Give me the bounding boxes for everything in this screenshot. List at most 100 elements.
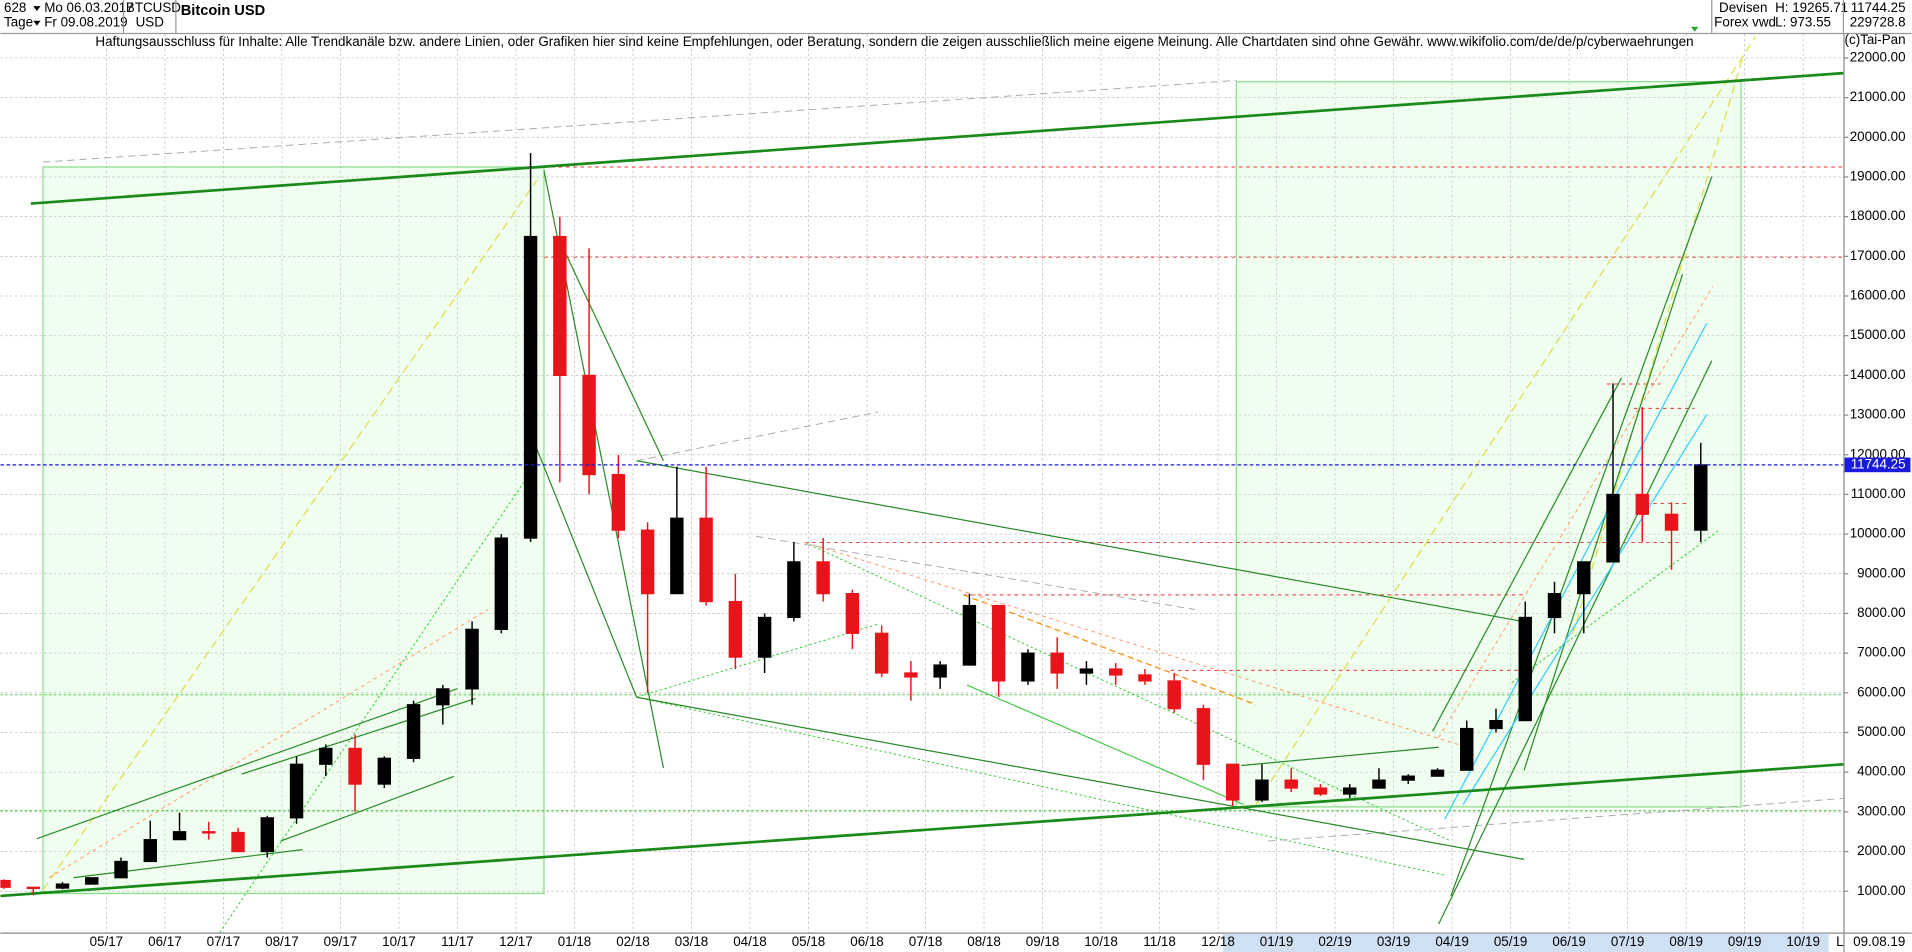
copyright: (c)Tai-Pan — [1845, 32, 1906, 47]
axis-highlight — [1222, 933, 1829, 952]
y-tick-label: 4000.00 — [1857, 764, 1905, 779]
last-price: 11744.25 — [1851, 0, 1906, 15]
candle-body — [289, 763, 304, 819]
trend-lines — [36, 170, 1713, 925]
trend — [1268, 797, 1844, 842]
x-tick-label: 10/17 — [382, 934, 416, 949]
candle-body — [611, 473, 626, 531]
trend — [1255, 36, 1757, 805]
trend — [241, 697, 476, 775]
y-tick-label: 3000.00 — [1857, 803, 1905, 818]
trend — [536, 448, 638, 698]
currency: USD — [136, 15, 165, 30]
x-tick-label: 06/17 — [148, 934, 182, 949]
y-tick-label: 11000.00 — [1851, 486, 1906, 501]
dropdown-arrow[interactable] — [33, 20, 41, 26]
candle-body — [260, 817, 274, 853]
x-tick-label: 01/19 — [1260, 934, 1294, 949]
trend — [219, 462, 538, 933]
candle-body — [1489, 719, 1503, 730]
from-date: Mo 06.03.2017 — [44, 0, 133, 15]
x-tick-label: 03/18 — [675, 934, 709, 949]
candle-body — [757, 616, 772, 658]
y-tick-label: 10000.00 — [1850, 526, 1906, 541]
trend — [636, 696, 1525, 860]
y-tick-label: 2000.00 — [1857, 843, 1905, 858]
chart-id[interactable]: 628 — [4, 0, 26, 15]
trend — [280, 775, 455, 842]
candle-body — [494, 537, 509, 630]
x-tick-label: 02/19 — [1318, 934, 1352, 949]
candle-body — [699, 517, 713, 603]
candle-body — [523, 235, 538, 539]
x-tick-label: 06/19 — [1552, 934, 1586, 949]
period[interactable]: Tage — [4, 15, 33, 30]
candle-body — [1343, 787, 1357, 795]
trend — [636, 460, 1525, 623]
scale-mode[interactable]: L — [1836, 934, 1843, 949]
candle-body — [1021, 652, 1035, 682]
trend — [636, 696, 1445, 876]
y-tick-label: 21000.00 — [1850, 89, 1906, 104]
dropdown-arrow[interactable] — [33, 6, 41, 11]
x-tick-label: 05/18 — [792, 934, 826, 949]
marker — [1691, 26, 1699, 32]
candle-body — [1635, 493, 1649, 515]
y-tick-label: 20000.00 — [1850, 129, 1906, 144]
candle-body — [348, 747, 362, 785]
support-lines — [0, 462, 1844, 933]
candle-body — [114, 860, 128, 879]
candle-body — [640, 529, 655, 595]
candle-body — [904, 672, 918, 678]
x-tick-label: 12/17 — [499, 934, 533, 949]
candle-body — [406, 704, 421, 759]
candle-body — [172, 831, 187, 841]
y-tick-label: 8000.00 — [1857, 605, 1905, 620]
candle-body — [933, 664, 947, 678]
trend — [1450, 176, 1713, 897]
x-tick-label: 03/19 — [1377, 934, 1411, 949]
candle-body — [1401, 775, 1415, 781]
candle-body — [202, 831, 216, 834]
candle-body — [1664, 513, 1679, 531]
x-tick-label: 11/18 — [1143, 934, 1176, 949]
candle-body — [26, 886, 40, 890]
x-tick-label: 09/18 — [1026, 934, 1060, 949]
y-tick-label: 13000.00 — [1850, 407, 1906, 422]
x-tick-label: 10/18 — [1084, 934, 1118, 949]
candle-body — [874, 632, 889, 674]
candle-body — [728, 600, 743, 658]
last-price-tag — [1844, 457, 1911, 473]
trend — [963, 594, 1257, 706]
trend — [1438, 286, 1714, 738]
candle-body — [1372, 779, 1386, 789]
trend — [636, 623, 879, 698]
fan-lines — [48, 286, 1714, 879]
x-tick-label: 09/19 — [1728, 934, 1762, 949]
volume: 229728.8 — [1850, 15, 1906, 30]
y-tick-label: 1000.00 — [1857, 883, 1905, 898]
candle-body — [670, 517, 684, 595]
candle-body — [1694, 464, 1708, 531]
trend — [804, 541, 1452, 842]
candle-body — [1138, 674, 1152, 682]
grid — [0, 34, 1844, 933]
market: Devisen — [1719, 0, 1767, 15]
trend — [756, 535, 1195, 610]
candles — [0, 153, 1844, 896]
trend — [42, 180, 538, 891]
axis-labels: 1000.00 2000.00 3000.00 4000.00 5000.00 6000.… — [90, 49, 1911, 949]
candle-body — [1108, 668, 1123, 676]
end-date: 09.08.19 — [1853, 934, 1905, 949]
disclaimer: Haftungsausschluss für Inhalte: Alle Tre… — [95, 34, 1693, 49]
y-tick-label: 19000.00 — [1850, 169, 1906, 184]
candle-body — [1225, 763, 1240, 801]
trend — [1572, 54, 1745, 635]
channel-top — [30, 71, 1844, 205]
candle-body — [143, 839, 157, 863]
y-tick-label: 16000.00 — [1850, 288, 1906, 303]
candle-body — [1050, 652, 1064, 674]
x-tick-label: 07/17 — [207, 934, 241, 949]
candle-body — [55, 883, 70, 889]
x-tick-label: 08/17 — [265, 934, 299, 949]
